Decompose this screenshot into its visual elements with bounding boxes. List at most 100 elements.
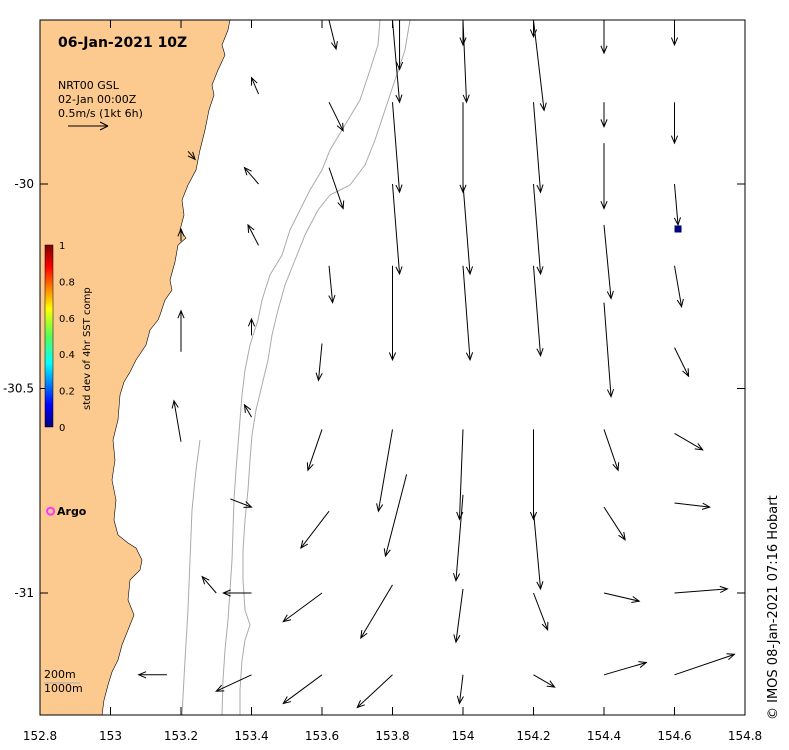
x-tick-label: 153.2 [164,729,198,743]
current-vector [247,223,259,246]
current-vector [462,20,470,104]
current-vector [600,143,608,210]
colorbar-tick-label: 0.4 [59,350,75,361]
current-vector [462,183,474,276]
current-vector [328,167,345,210]
current-vector [328,265,336,304]
colorbar-tick-label: 1 [59,241,65,252]
current-vector [674,347,690,378]
colorbar-tick-label: 0.8 [59,277,75,288]
isobath-200m [221,20,381,715]
current-vector [603,429,620,472]
current-vector [533,674,556,688]
axis-ticks [39,20,746,715]
current-vector [328,101,344,132]
current-vector [356,674,393,709]
legend-line1: NRT00 GSL [58,79,120,92]
current-vector [533,183,544,276]
current-vector [137,671,167,679]
x-tick-label: 154 [452,729,475,743]
current-vector [392,20,403,104]
current-vector [395,20,404,71]
x-tick-label: 153 [99,729,122,743]
depth-legend-200m: 200m [44,668,76,681]
current-vector [187,150,196,161]
current-vector [215,674,252,692]
current-vector [383,474,408,558]
current-vector [533,592,549,632]
station-marker [674,225,682,233]
current-vector [376,429,393,513]
current-vector [533,102,544,194]
current-vector [392,102,403,194]
current-vector [300,510,330,550]
current-vector [674,265,684,308]
colorbar-label: std dev of 4hr SST comp [82,287,93,410]
current-vector [673,183,681,227]
current-vector [533,265,544,358]
current-vector [201,575,217,594]
x-tick-label: 154.4 [587,729,621,743]
depth-legend-1000m: 1000m [44,682,83,695]
current-vector [603,302,615,398]
current-vector [674,653,736,676]
current-vector [603,592,641,604]
current-vector [306,429,323,472]
current-vector [600,102,608,129]
current-vector [603,661,648,676]
current-vector [456,674,464,705]
x-axis-labels: 152.8 153 153.2 153.4 153.6 153.8 154 154.2 154.… [23,729,762,743]
argo-float-marker [46,506,56,516]
legend-line2: 02-Jan 00:00Z [58,93,137,106]
current-vector [603,506,626,541]
land-mass [40,20,231,715]
legend-arrow [68,121,109,131]
map-title: 06-Jan-2021 10Z [58,35,187,51]
current-vector [388,265,397,362]
current-vector [603,224,614,300]
isobath-1000m [239,20,411,715]
colorbar-tick-label: 0 [59,423,65,434]
x-tick-label: 153.6 [305,729,339,743]
x-tick-label: 154.8 [728,729,762,743]
current-vectors [137,20,736,709]
current-vector [452,494,464,583]
current-vector [222,589,252,597]
x-tick-label: 153.8 [375,729,409,743]
y-tick-label: -31 [14,586,34,600]
y-tick-label: -30 [14,177,34,191]
current-vector [453,588,464,644]
x-tick-label: 154.6 [657,729,691,743]
current-vector [243,166,259,185]
current-vector [177,309,185,352]
current-vector [360,584,393,640]
current-vector [459,102,467,194]
current-vector [533,20,547,112]
current-vector [171,399,182,442]
y-axis-labels: -30 -30.5 -31 [3,177,34,600]
current-vector [250,76,260,95]
current-vector [177,227,185,242]
current-vector [328,20,338,51]
x-tick-label: 154.2 [516,729,550,743]
x-tick-label: 153.4 [234,729,268,743]
current-vector [674,433,704,451]
colorbar-tick-label: 0.2 [59,387,75,398]
current-vector [282,592,323,623]
isobath-segment [181,439,201,715]
current-vector [533,511,544,591]
current-vector [282,674,323,705]
legend-line3: 0.5m/s (1kt 6h) [58,107,143,120]
x-tick-label: 152.8 [23,729,57,743]
current-vector [315,343,323,382]
current-vector [529,429,538,521]
current-vector [674,502,712,510]
colorbar-tick-label: 0.6 [59,314,75,325]
argo-label: Argo [57,505,87,518]
current-vector [462,265,474,362]
y-tick-label: -30.5 [3,382,34,396]
current-vector [243,403,252,418]
current-vector [230,498,253,508]
current-vector [247,317,256,336]
